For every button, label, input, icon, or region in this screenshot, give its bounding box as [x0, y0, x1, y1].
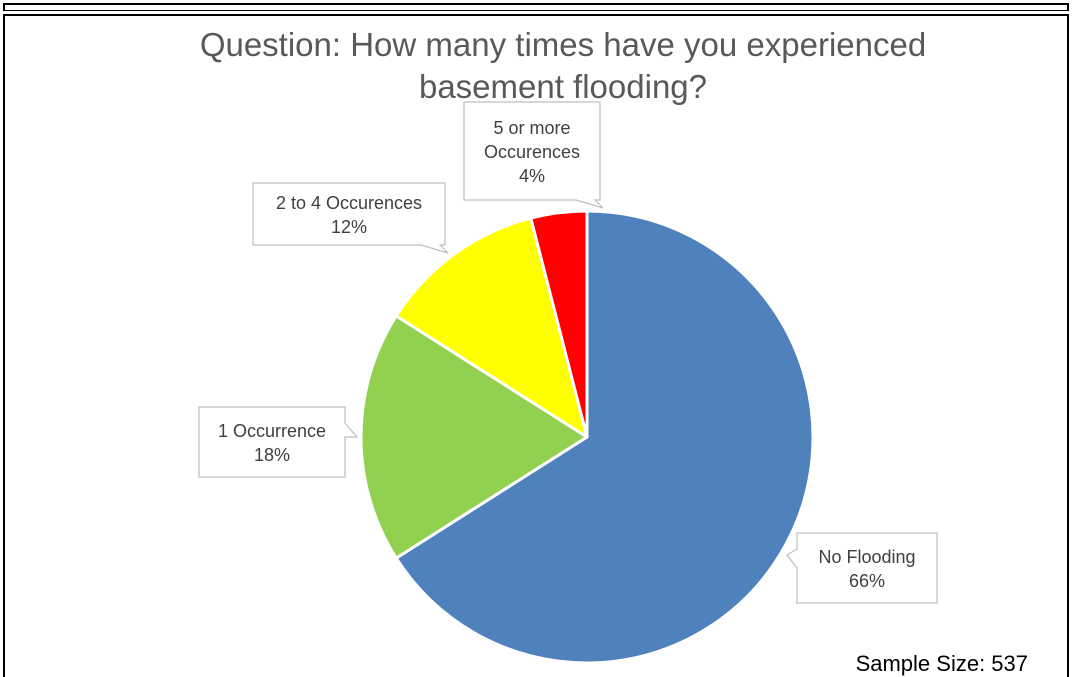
data-label-1-occurrence: 1 Occurrence 18%: [198, 406, 359, 478]
data-labels: No Flooding 66% 1 Occurrence 18% 2 to 4 Occu…: [198, 101, 938, 604]
data-label-percent: 66%: [849, 571, 885, 591]
data-label-box: [463, 101, 604, 209]
pie-slice-no-flooding: [394, 209, 815, 665]
chart-title-line-1: Question: How many times have you experi…: [200, 26, 926, 63]
top-border: [3, 3, 1069, 11]
data-label-5-or-more-occurences: 5 or more Occurences 4%: [463, 101, 604, 209]
pie-slice-1-occurrence: [359, 314, 589, 560]
data-label-2-to-4-occurences: 2 to 4 Occurences 12%: [252, 182, 449, 254]
data-label-category: 5 or more: [493, 118, 570, 138]
data-label-percent: 12%: [331, 217, 367, 237]
pie-slice-5-or-more-occurences: [529, 209, 589, 439]
pie-slices: [359, 209, 815, 665]
chart-title: Question: How many times have you experi…: [200, 26, 926, 105]
data-label-box: [198, 406, 359, 478]
pie-slice-2-to-4-occurences: [394, 216, 589, 439]
chart-title-line-2: basement flooding?: [419, 68, 707, 105]
chart-frame: [3, 14, 1069, 677]
sample-size-note: Sample Size: 537: [856, 651, 1028, 676]
data-label-category: 2 to 4 Occurences: [276, 193, 422, 213]
data-label-category: Occurences: [484, 142, 580, 162]
data-label-category: No Flooding: [818, 547, 915, 567]
data-label-box: [252, 182, 449, 254]
data-label-category: 1 Occurrence: [218, 421, 326, 441]
data-label-percent: 18%: [254, 445, 290, 465]
data-label-no-flooding: No Flooding 66%: [786, 532, 938, 604]
data-label-box: [786, 532, 938, 604]
data-label-percent: 4%: [519, 166, 545, 186]
